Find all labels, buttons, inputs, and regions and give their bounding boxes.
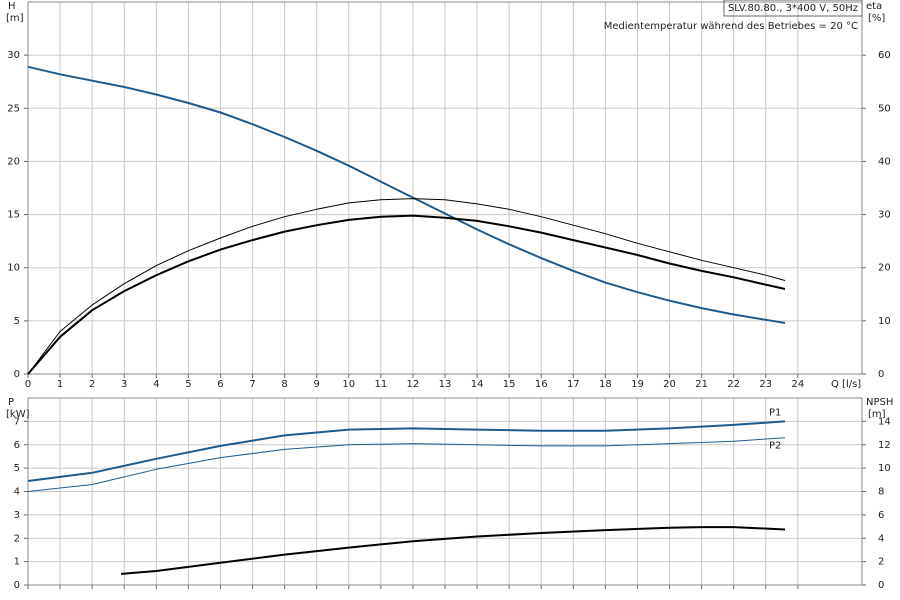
x-tick-label: 10 (342, 379, 355, 390)
y-tick-label: 10 (7, 263, 20, 274)
annotation: SLV.80.80., 3*400 V, 50Hz (728, 3, 858, 14)
x-tick-label: 19 (631, 379, 644, 390)
x-tick-label: 9 (314, 379, 320, 390)
y2-axis-label: NPSH (866, 397, 893, 408)
y-tick-label: 2 (14, 533, 20, 544)
y2-tick-label: 50 (878, 103, 891, 114)
y-tick-label: 0 (14, 580, 20, 591)
y2-tick-label: 12 (878, 440, 891, 451)
x-tick-label: 8 (281, 379, 287, 390)
y2-axis-unit: [%] (868, 13, 885, 24)
x-tick-label: 6 (217, 379, 223, 390)
x-tick-label: 3 (121, 379, 127, 390)
y-tick-label: 0 (14, 369, 20, 380)
series-line (27, 437, 786, 492)
y2-tick-label: 10 (878, 463, 891, 474)
annotation-box (723, 0, 863, 17)
x-tick-label: 2 (89, 379, 95, 390)
x-tick-label: 12 (407, 379, 420, 390)
x-tick-label: 7 (249, 379, 255, 390)
series-line (120, 526, 786, 575)
y2-tick-label: 60 (878, 50, 891, 61)
y2-tick-label: 2 (878, 557, 884, 568)
plot-frame (27, 1, 863, 375)
x-axis-label: Q [l/s] (831, 379, 861, 390)
y-axis-unit: [kW] (6, 409, 30, 420)
series-line (27, 420, 786, 482)
y2-tick-label: 20 (878, 263, 891, 274)
x-tick-label: 21 (695, 379, 708, 390)
y-axis-label: H (8, 1, 16, 12)
x-tick-label: 17 (567, 379, 580, 390)
x-tick-label: 13 (439, 379, 452, 390)
x-tick-label: 22 (727, 379, 740, 390)
y2-axis-unit: [m] (868, 409, 886, 420)
annotation: Medientemperatur während des Betriebes =… (604, 21, 858, 32)
x-tick-label: 24 (791, 379, 804, 390)
series-label: P2 (769, 441, 781, 452)
y2-tick-label: 8 (878, 487, 884, 498)
y-tick-label: 7 (14, 416, 20, 427)
x-tick-label: 5 (185, 379, 191, 390)
y2-tick-label: 10 (878, 316, 891, 327)
series-label: P1 (769, 407, 781, 418)
x-tick-label: 1 (57, 379, 63, 390)
y-tick-label: 15 (7, 210, 20, 221)
y2-tick-label: 14 (878, 416, 891, 427)
x-tick-label: 23 (759, 379, 772, 390)
y-tick-label: 5 (14, 463, 20, 474)
y-tick-label: 25 (7, 103, 20, 114)
x-tick-label: 15 (503, 379, 516, 390)
x-tick-label: 20 (663, 379, 676, 390)
y2-tick-label: 6 (878, 510, 884, 521)
y2-tick-label: 0 (878, 369, 884, 380)
y2-tick-label: 4 (878, 533, 884, 544)
y-tick-label: 30 (7, 50, 20, 61)
x-tick-label: 18 (599, 379, 612, 390)
y-axis-unit: [m] (6, 13, 24, 24)
y2-tick-label: 30 (878, 210, 891, 221)
x-tick-label: 11 (374, 379, 387, 390)
y2-tick-label: 0 (878, 580, 884, 591)
y-tick-label: 6 (14, 440, 20, 451)
x-tick-label: 0 (25, 379, 31, 390)
y-tick-label: 3 (14, 510, 20, 521)
y-tick-label: 5 (14, 316, 20, 327)
y-tick-label: 20 (7, 156, 20, 167)
x-tick-label: 16 (535, 379, 548, 390)
y-axis-label: P (8, 397, 14, 408)
y-tick-label: 4 (14, 487, 20, 498)
series-line (27, 214, 786, 375)
y2-axis-label: eta (866, 1, 882, 12)
x-tick-label: 4 (153, 379, 159, 390)
y-tick-label: 1 (14, 557, 20, 568)
series-line (27, 198, 786, 375)
x-tick-label: 14 (471, 379, 484, 390)
series-line (27, 65, 786, 324)
y2-tick-label: 40 (878, 156, 891, 167)
